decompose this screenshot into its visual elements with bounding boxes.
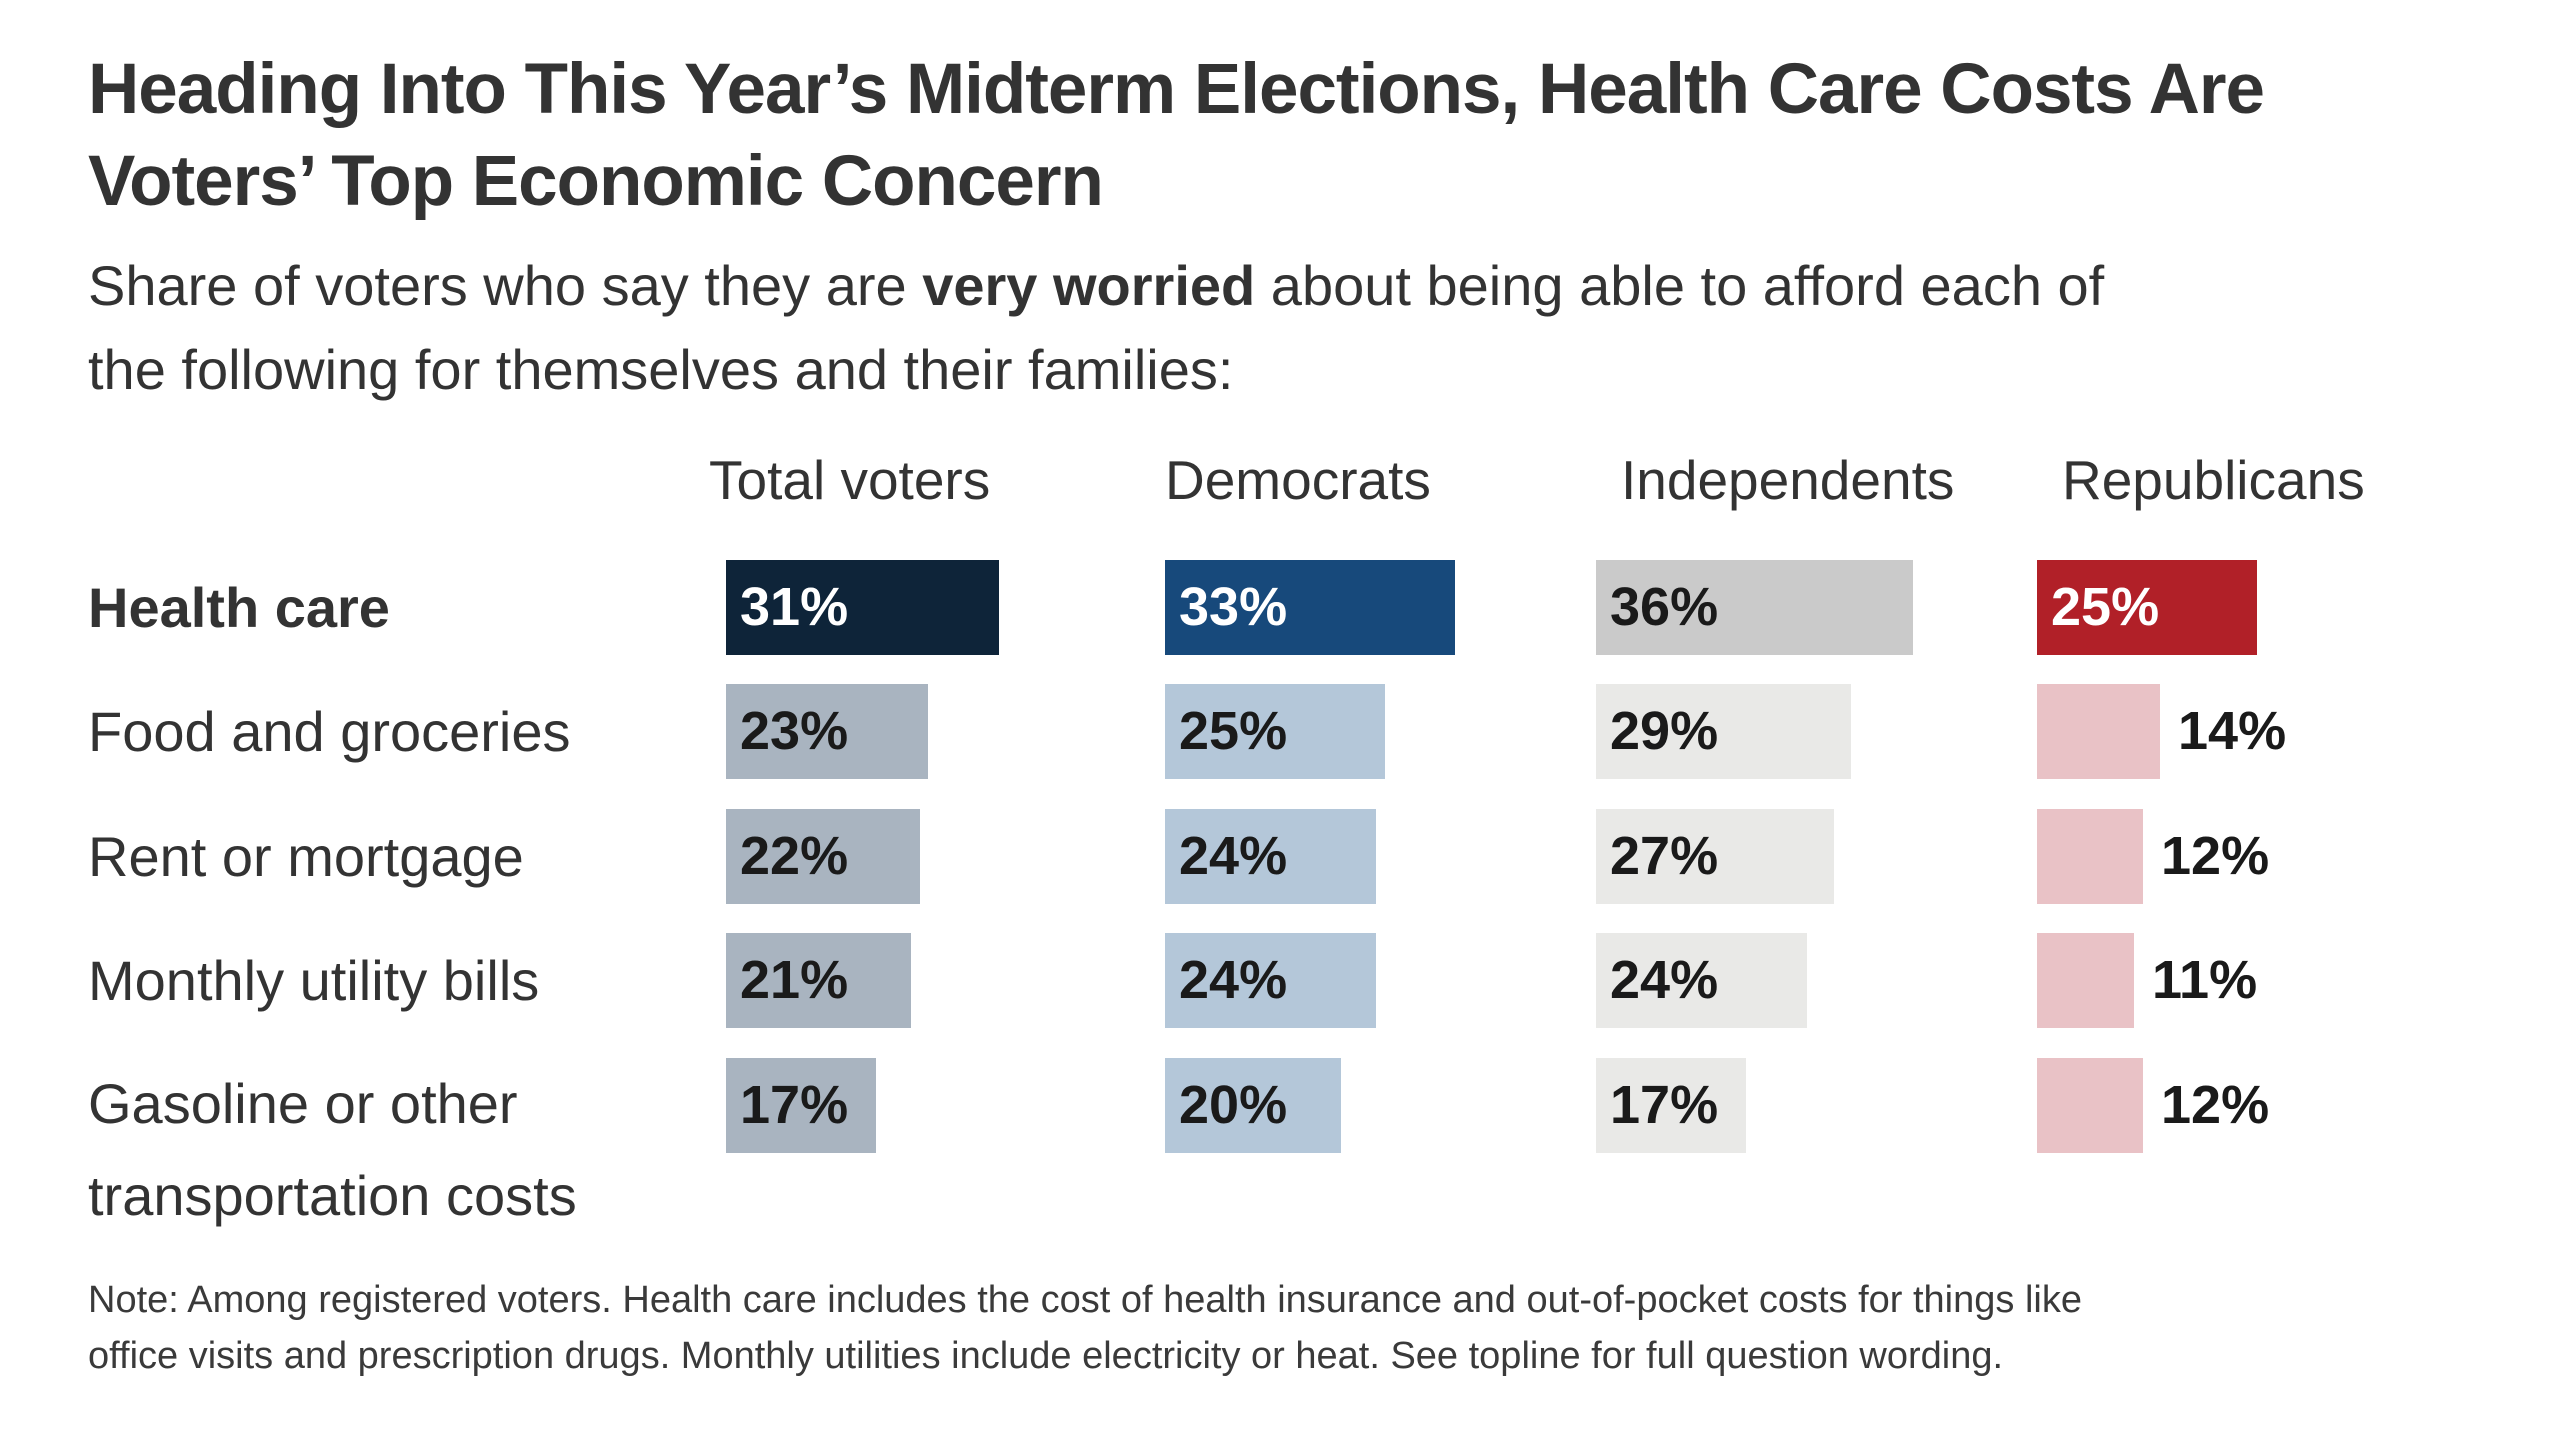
bar-democrats-gasoline-or-other-transportation-costs: [1165, 1058, 1341, 1153]
chart-note: Note: Among registered voters. Health ca…: [88, 1272, 2082, 1384]
row-label-gasoline-or-other-transportation-costs: Gasoline or other transportation costs: [88, 1072, 577, 1227]
bar-independents-food-and-groceries: [1596, 684, 1851, 779]
column-header-republicans: Republicans: [2062, 449, 2365, 511]
column-header-democrats: Democrats: [1165, 449, 1431, 511]
bar-value: 12%: [2161, 826, 2270, 886]
subtitle-text-pre: Share of voters who say they are: [88, 254, 923, 317]
bar-democrats-food-and-groceries: [1165, 684, 1385, 779]
bar-republicans-rent-or-mortgage: [2037, 809, 2143, 904]
row-label-health-care: Health care: [88, 576, 390, 639]
chart-note-line-2: office visits and prescription drugs. Mo…: [88, 1335, 2004, 1377]
bar-value: 17%: [1610, 1075, 1719, 1135]
chart-note-line-1: Note: Among registered voters. Health ca…: [88, 1279, 2082, 1321]
row-label-monthly-utility-bills: Monthly utility bills: [88, 949, 540, 1012]
bar-republicans-health-care: [2037, 560, 2257, 655]
subtitle-text-line2: the following for themselves and their f…: [88, 338, 1234, 401]
subtitle-text-bold: very worried: [922, 254, 1256, 317]
bar-value: 33%: [1179, 577, 1288, 637]
bar-republicans-food-and-groceries: [2037, 684, 2160, 779]
bar-value: 29%: [1610, 701, 1719, 761]
bar-total-voters-rent-or-mortgage: [726, 809, 920, 904]
bar-value: 17%: [740, 1075, 849, 1135]
bar-value: 23%: [740, 701, 849, 761]
chart-title-line-2: Voters’ Top Economic Concern: [88, 142, 1104, 221]
bar-total-voters-health-care: [726, 560, 999, 655]
bar-value: 31%: [740, 577, 849, 637]
bar-value: 22%: [740, 826, 849, 886]
bar-value: 24%: [1610, 950, 1719, 1010]
bar-value: 24%: [1179, 950, 1288, 1010]
bar-independents-monthly-utility-bills: [1596, 933, 1807, 1028]
column-header-independents: Independents: [1621, 449, 1955, 511]
bar-value: 20%: [1179, 1075, 1288, 1135]
bar-value: 12%: [2161, 1075, 2270, 1135]
bar-value: 24%: [1179, 826, 1288, 886]
bar-democrats-rent-or-mortgage: [1165, 809, 1376, 904]
bar-total-voters-gasoline-or-other-transportation-costs: [726, 1058, 876, 1153]
bar-independents-health-care: [1596, 560, 1913, 655]
chart-title: Heading Into This Year’s Midterm Electio…: [88, 44, 2265, 228]
bar-value: 25%: [1179, 701, 1288, 761]
bar-independents-rent-or-mortgage: [1596, 809, 1834, 904]
bar-total-voters-monthly-utility-bills: [726, 933, 911, 1028]
bar-independents-gasoline-or-other-transportation-costs: [1596, 1058, 1746, 1153]
subtitle-text-post: about being able to afford each of: [1255, 254, 2105, 317]
bar-value: 21%: [740, 950, 849, 1010]
row-label-rent-or-mortgage: Rent or mortgage: [88, 825, 524, 888]
bar-total-voters-food-and-groceries: [726, 684, 928, 779]
bar-democrats-monthly-utility-bills: [1165, 933, 1376, 1028]
bar-democrats-health-care: [1165, 560, 1455, 655]
bar-republicans-monthly-utility-bills: [2037, 933, 2134, 1028]
bar-value: 27%: [1610, 826, 1719, 886]
bar-value: 36%: [1610, 577, 1719, 637]
row-label-food-and-groceries: Food and groceries: [88, 700, 571, 763]
chart-title-line-1: Heading Into This Year’s Midterm Electio…: [88, 50, 2265, 129]
chart-subtitle: Share of voters who say they are very wo…: [88, 244, 2104, 412]
bar-value: 25%: [2051, 577, 2160, 637]
bar-value: 11%: [2152, 950, 2258, 1010]
bar-republicans-gasoline-or-other-transportation-costs: [2037, 1058, 2143, 1153]
column-header-total-voters: Total voters: [709, 449, 991, 511]
bar-value: 14%: [2178, 701, 2287, 761]
